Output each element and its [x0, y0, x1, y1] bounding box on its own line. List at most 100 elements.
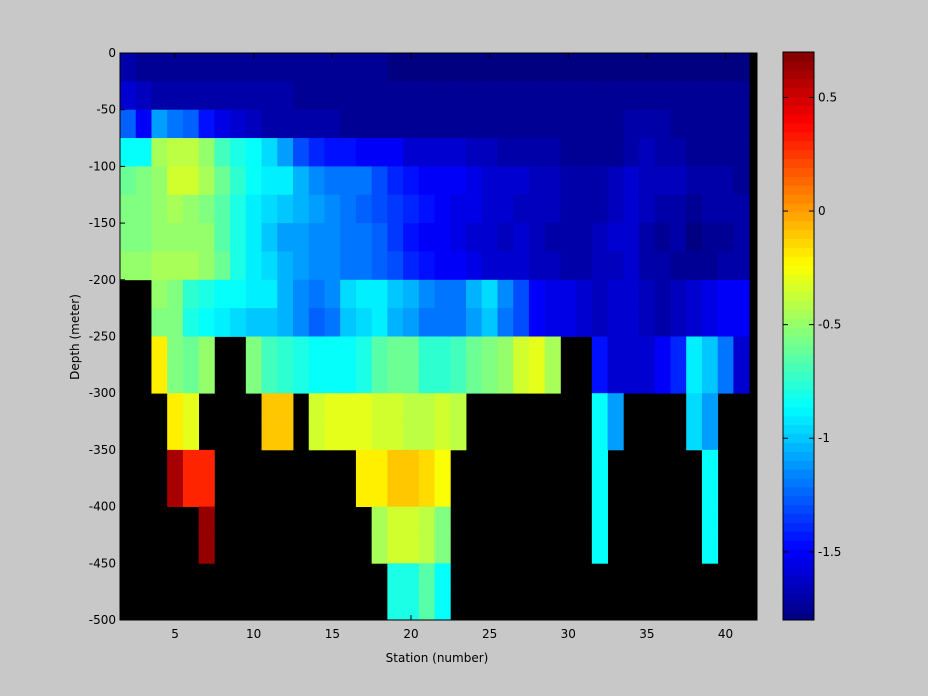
heatmap-cell	[277, 393, 294, 422]
heatmap-cell	[151, 166, 168, 196]
heatmap-cell	[497, 194, 514, 224]
heatmap-cell	[308, 53, 325, 82]
heatmap-cell	[120, 109, 137, 139]
heatmap-cell	[355, 251, 373, 281]
heatmap-cell	[277, 279, 294, 309]
heatmap-cell	[167, 393, 184, 422]
heatmap-cell	[167, 81, 184, 111]
heatmap-cell	[623, 251, 640, 281]
heatmap-cell	[198, 449, 215, 479]
heatmap-cell	[733, 308, 750, 337]
heatmap-cell	[371, 336, 388, 366]
heatmap-cell	[355, 449, 373, 479]
heatmap-cell	[324, 138, 341, 167]
heatmap-cell	[214, 109, 231, 139]
heatmap-cell	[418, 591, 435, 621]
heatmap-cell	[277, 223, 294, 252]
heatmap-cell	[466, 109, 483, 139]
heatmap-cell	[355, 138, 373, 167]
heatmap-cell	[607, 109, 624, 139]
heatmap-cell	[434, 506, 451, 536]
heatmap-cell	[151, 364, 168, 394]
heatmap-cell	[198, 81, 215, 111]
heatmap-cell	[607, 194, 624, 224]
heatmap-cell	[560, 251, 577, 281]
heatmap-cell	[371, 138, 388, 167]
colorbar-swatch	[783, 380, 814, 390]
heatmap-cell	[686, 138, 703, 167]
heatmap-cell	[701, 449, 719, 479]
heatmap-cell	[387, 478, 404, 507]
heatmap-cell	[198, 534, 215, 564]
heatmap-cell	[591, 138, 608, 167]
x-tick-label: 5	[171, 627, 179, 641]
x-axis-label: Station (number)	[386, 651, 489, 665]
heatmap-cell	[261, 138, 278, 167]
heatmap-cell	[230, 251, 247, 281]
heatmap-cell	[308, 166, 325, 196]
heatmap-cell	[355, 421, 373, 451]
colorbar-swatch	[783, 415, 814, 426]
colorbar-swatch	[783, 149, 814, 160]
heatmap-cell	[686, 53, 703, 82]
heatmap-cell	[198, 53, 215, 82]
heatmap-cell	[450, 421, 467, 451]
heatmap-cell	[261, 421, 278, 451]
heatmap-cell	[576, 279, 593, 309]
heatmap-cell	[466, 251, 483, 281]
heatmap-cell	[513, 279, 530, 309]
heatmap-cell	[167, 364, 184, 394]
heatmap-cell	[686, 251, 703, 281]
heatmap-cell	[245, 109, 262, 139]
heatmap-cell	[198, 223, 215, 252]
colorbar-swatch	[783, 584, 814, 594]
heatmap-cell	[371, 478, 388, 507]
heatmap-cell	[418, 53, 435, 82]
colorbar-swatch	[783, 531, 814, 541]
heatmap-cell	[623, 364, 640, 394]
colorbar-swatch	[783, 486, 814, 497]
heatmap-cell	[639, 166, 656, 196]
heatmap-cell	[371, 421, 388, 451]
y-axis: 0 -50 -100 -150 -200 -250 -300 -350 -400 -450 -500	[89, 46, 757, 627]
heatmap-cell	[387, 591, 404, 621]
x-tick-label: 40	[718, 627, 733, 641]
heatmap-cell	[293, 308, 310, 337]
heatmap-cell	[639, 109, 656, 139]
heatmap-cell	[544, 81, 561, 111]
heatmap-cell	[120, 166, 137, 196]
heatmap-cell	[324, 279, 341, 309]
heatmap-cell	[182, 449, 200, 479]
heatmap-cell	[403, 81, 420, 111]
heatmap-cell	[434, 336, 451, 366]
heatmap-cell	[182, 421, 200, 451]
heatmap-cell	[654, 138, 671, 167]
heatmap-cell	[261, 251, 278, 281]
colorbar-swatch	[783, 158, 814, 168]
heatmap-cell	[544, 279, 561, 309]
heatmap-cell	[198, 194, 215, 224]
heatmap-cell	[151, 138, 168, 167]
heatmap-cell	[324, 194, 341, 224]
heatmap-cell	[528, 308, 546, 337]
heatmap-cell	[371, 251, 388, 281]
heatmap-cell	[623, 336, 640, 366]
colorbar: 0.5 0 -0.5 -1 -1.5	[782, 51, 841, 621]
heatmap-cell	[182, 194, 200, 224]
colorbar-swatch	[783, 353, 814, 364]
heatmap-cell	[544, 223, 561, 252]
heatmap-cell	[293, 53, 310, 82]
heatmap-cell	[387, 421, 404, 451]
heatmap-cell	[701, 166, 719, 196]
heatmap-cell	[544, 194, 561, 224]
colorbar-swatch	[783, 140, 814, 151]
heatmap-cell	[686, 194, 703, 224]
heatmap-cell	[544, 53, 561, 82]
heatmap-cell	[371, 53, 388, 82]
heatmap-cell	[450, 166, 467, 196]
heatmap-cell	[686, 166, 703, 196]
heatmap-cell	[701, 506, 719, 536]
x-tick-label: 30	[561, 627, 576, 641]
heatmap-cell	[717, 53, 734, 82]
heatmap-cell	[371, 194, 388, 224]
